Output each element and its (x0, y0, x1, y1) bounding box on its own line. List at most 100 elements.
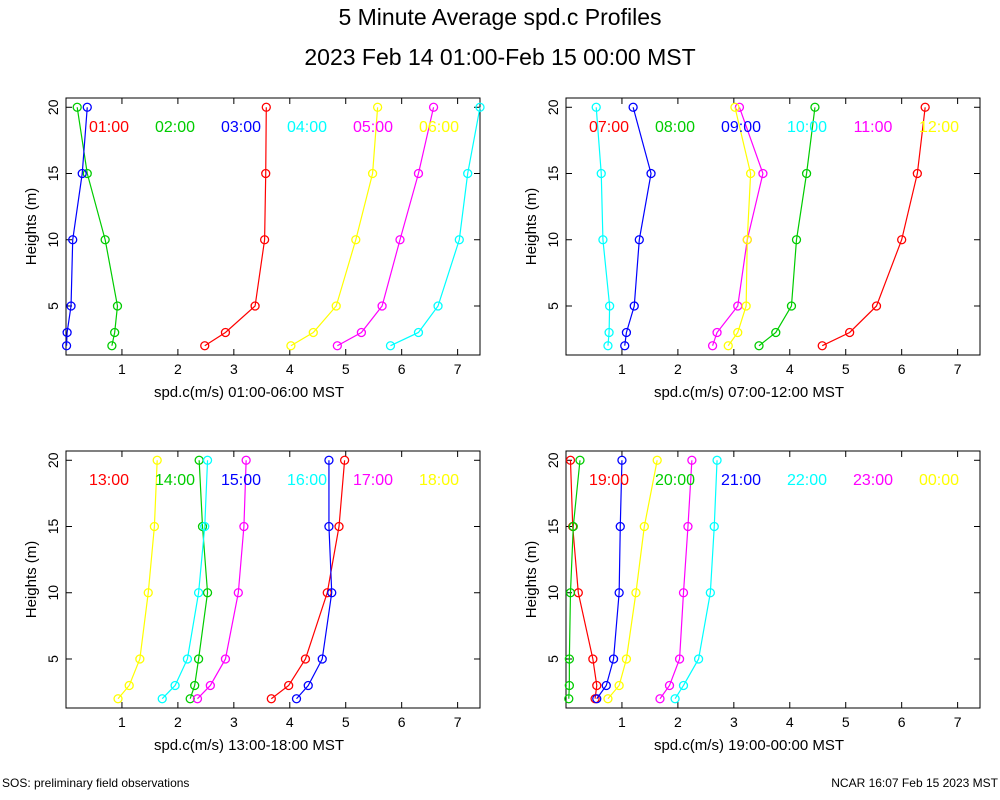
x-tick-label: 3 (730, 714, 738, 730)
series-line (117, 460, 158, 700)
footer-left-note: SOS: preliminary field observations (2, 776, 190, 790)
y-tick-label: 5 (45, 302, 61, 310)
data-point (308, 327, 318, 338)
series-line (595, 107, 611, 346)
y-axis-label: Heights (m) (523, 541, 540, 619)
data-point (674, 654, 685, 664)
series-line (596, 460, 623, 700)
series-line (569, 460, 598, 699)
data-point (664, 680, 675, 691)
data-point (670, 694, 680, 704)
data-point (152, 455, 162, 465)
data-point (634, 235, 644, 245)
data-point (614, 588, 624, 598)
data-point (266, 694, 276, 704)
series-0200 (72, 102, 123, 351)
y-axis-label: Heights (m) (523, 188, 540, 266)
data-point (182, 654, 193, 664)
series-line (161, 460, 209, 700)
data-point (631, 588, 641, 598)
data-point (317, 654, 327, 664)
y-tick-label: 10 (45, 232, 61, 248)
data-point (639, 521, 649, 532)
series-line (189, 460, 209, 699)
legend-label-0400: 04:00 (287, 119, 327, 136)
data-point (239, 521, 249, 532)
series-2200 (670, 455, 722, 704)
x-tick-label: 5 (342, 714, 350, 730)
y-tick-label: 5 (545, 655, 561, 663)
data-point (454, 235, 464, 245)
data-point (730, 102, 740, 112)
legend-label-1400: 14:00 (155, 472, 195, 489)
y-tick-label: 10 (45, 585, 61, 601)
data-point (356, 327, 367, 338)
data-point (261, 168, 271, 179)
series-0800 (754, 102, 820, 351)
x-tick-label: 4 (786, 361, 794, 377)
y-tick-label: 15 (545, 519, 561, 535)
data-point (62, 327, 72, 338)
data-point (758, 168, 768, 179)
series-1200 (723, 102, 756, 351)
series-line (65, 107, 88, 346)
legend-label-1200: 12:00 (919, 119, 959, 136)
data-point (655, 694, 665, 704)
series-1000 (591, 102, 615, 351)
data-point (871, 301, 882, 311)
data-point (241, 455, 251, 465)
data-point (786, 301, 797, 311)
data-point (261, 102, 271, 112)
series-line (76, 107, 119, 346)
data-point (742, 235, 752, 245)
chart-panel-4: 1 2 3 4 5 6 7 5 10 15 20 spd.c(m/s) 19:00-00:00 MST… (523, 450, 981, 754)
data-point (82, 168, 92, 179)
x-tick-label: 1 (618, 361, 626, 377)
data-point (592, 680, 602, 691)
data-point (149, 521, 160, 532)
data-point (608, 654, 619, 664)
data-point (712, 455, 722, 465)
data-point (395, 235, 405, 245)
x-axis-label: spd.c(m/s) 07:00-12:00 MST (654, 384, 844, 401)
legend-label-2300: 23:00 (853, 472, 893, 489)
x-axis-label: spd.c(m/s) 19:00-00:00 MST (654, 737, 844, 754)
y-tick-label: 10 (545, 585, 561, 601)
y-tick-label: 10 (545, 232, 561, 248)
data-point (920, 102, 930, 112)
series-1700 (192, 455, 251, 704)
series-line (727, 107, 752, 347)
data-point (68, 235, 78, 245)
x-tick-label: 1 (618, 714, 626, 730)
x-tick-label: 2 (174, 714, 182, 730)
data-point (683, 521, 693, 532)
data-point (912, 168, 922, 179)
data-point (568, 521, 578, 532)
series-line (296, 460, 333, 700)
y-tick-label: 5 (45, 655, 61, 663)
data-point (284, 680, 294, 691)
data-point (614, 680, 624, 691)
data-point (193, 588, 204, 598)
data-point (591, 102, 601, 112)
data-point (844, 327, 855, 338)
plot-frame (565, 97, 981, 356)
legend-label-0600: 06:00 (419, 119, 459, 136)
series-line (659, 460, 693, 700)
chart-panel-3: 1 2 3 4 5 6 7 5 10 15 20 spd.c(m/s) 13:00-18:00 MST… (23, 450, 481, 754)
x-tick-label: 1 (118, 714, 126, 730)
series-0900 (620, 102, 656, 351)
legend-label-0900: 09:00 (721, 119, 761, 136)
x-tick-label: 6 (898, 361, 906, 377)
y-tick-label: 15 (45, 166, 61, 182)
data-point (564, 680, 575, 691)
data-point (300, 654, 311, 664)
y-axis-label: Heights (m) (23, 541, 40, 619)
data-point (112, 301, 123, 311)
legend-label-0200: 02:00 (155, 119, 195, 136)
series-line (270, 460, 346, 700)
legend-label-2100: 21:00 (721, 472, 761, 489)
data-point (596, 168, 606, 179)
data-point (617, 455, 627, 465)
